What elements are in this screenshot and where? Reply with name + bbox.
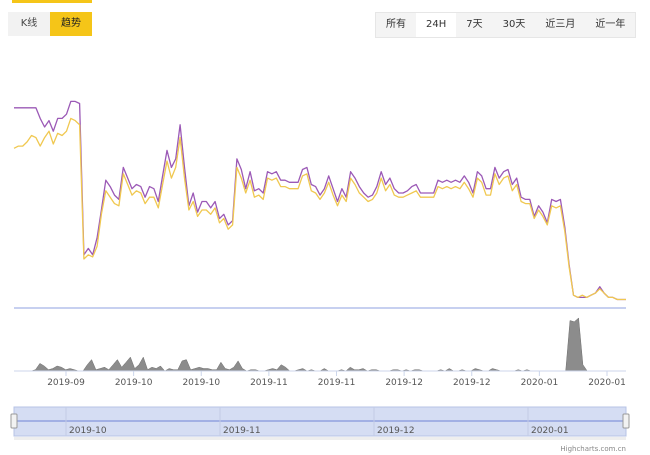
navigator-tick-label: 2019-11 [223,426,261,436]
x-tick-label: 2019-12 [385,378,423,388]
volume-area [14,317,626,372]
range-24h-button[interactable]: 24H [416,13,457,37]
x-tick-label: 2019-12 [453,378,491,388]
x-tick-label: 2019-10 [115,378,153,388]
range-all-button[interactable]: 所有 [386,19,406,30]
chart-credit: Highcharts.com.cn [560,445,626,453]
range-3m-button[interactable]: 近三月 [545,19,576,30]
x-tick-label: 2020-01 [521,378,559,388]
x-tick-label: 2019-10 [182,378,220,388]
navigator-right-handle[interactable] [622,413,630,429]
series-line-2 [13,117,626,301]
tab-kline[interactable]: K线 [8,12,50,36]
navigator-tick-label: 2019-12 [377,426,415,436]
x-tick-label: 2019-11 [318,378,356,388]
series-line-1 [14,100,626,301]
tab-trend[interactable]: 趋势 [50,12,92,36]
navigator-tick-label: 2019-10 [69,426,107,436]
x-tick-label: 2019-11 [250,378,288,388]
range-7d-button[interactable]: 7天 [466,19,483,30]
accent-strip [12,0,92,3]
range-1y-button[interactable]: 近一年 [595,19,626,30]
range-30d-button[interactable]: 30天 [502,19,526,30]
range-selector: 所有 24H 7天 30天 近三月 近一年 [375,12,637,38]
x-tick-label: 2019-09 [47,378,85,388]
navigator-tick-label: 2020-01 [531,426,569,436]
x-tick-label: 2020-01 [588,378,626,388]
navigator-scrollbar[interactable] [14,437,626,440]
navigator-left-handle[interactable] [10,413,18,429]
view-tabs: K线 趋势 [8,12,92,36]
